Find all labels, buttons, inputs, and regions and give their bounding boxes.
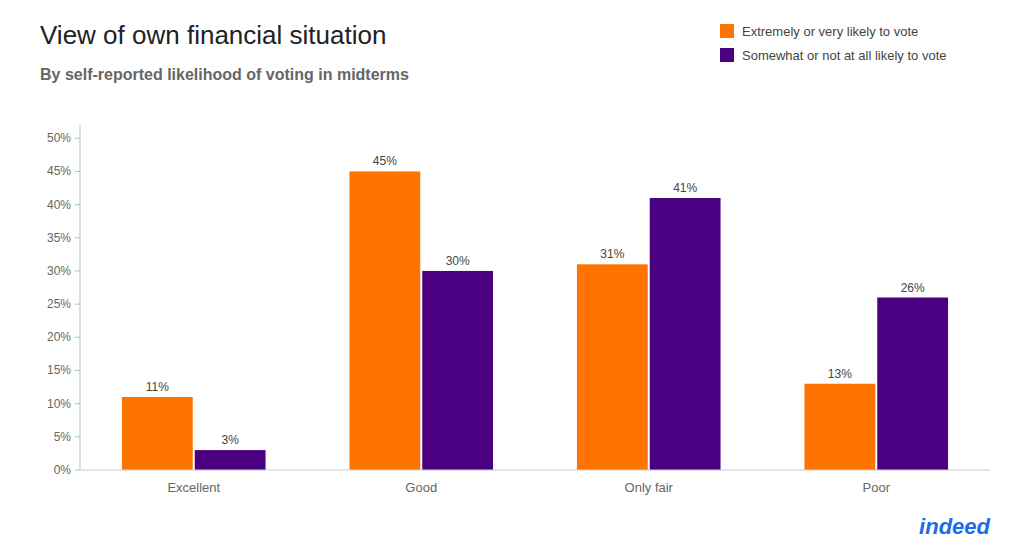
y-tick-label: 10%	[47, 397, 71, 411]
x-tick-label: Poor	[863, 480, 891, 495]
annotation: indeed	[919, 514, 990, 539]
bar	[650, 198, 721, 470]
y-tick	[75, 370, 80, 371]
y-tick	[75, 337, 80, 338]
y-tick-label: 35%	[47, 231, 71, 245]
y-tick	[75, 171, 80, 172]
bar	[804, 384, 875, 470]
y-tick-label: 15%	[47, 363, 71, 377]
y-tick-label: 45%	[47, 164, 71, 178]
legend-swatch	[720, 24, 734, 38]
legend-label: Somewhat or not at all likely to vote	[742, 48, 947, 63]
x-tick-label: Excellent	[167, 480, 220, 495]
x-tick-label: Only fair	[625, 480, 674, 495]
y-tick	[75, 403, 80, 404]
y-tick-label: 0%	[54, 463, 72, 477]
bar	[422, 271, 493, 470]
y-tick	[75, 204, 80, 205]
x-tick-label: Good	[405, 480, 437, 495]
data-label: 13%	[828, 367, 852, 381]
chart-container: View of own financial situation By self-r…	[0, 0, 1024, 552]
legend-swatch	[720, 48, 734, 62]
chart-svg: View of own financial situation By self-r…	[0, 0, 1024, 552]
legend: Extremely or very likely to vote Somewhat…	[720, 24, 947, 63]
subtitle: By self-reported likelihood of voting in…	[40, 66, 409, 83]
bar	[122, 397, 193, 470]
data-label: 26%	[901, 281, 925, 295]
y-tick	[75, 304, 80, 305]
data-label: 31%	[600, 247, 624, 261]
y-tick-label: 25%	[47, 297, 71, 311]
bar	[877, 298, 948, 471]
x-axis: Excellent Good Only fair Poor	[80, 470, 990, 495]
title: View of own financial situation	[40, 20, 386, 50]
y-tick	[75, 436, 80, 437]
y-tick-label: 30%	[47, 264, 71, 278]
bars	[122, 171, 948, 470]
data-label: 45%	[373, 154, 397, 168]
y-tick	[75, 470, 80, 471]
legend-label: Extremely or very likely to vote	[742, 24, 918, 39]
bar	[195, 450, 266, 470]
data-label: 41%	[673, 181, 697, 195]
y-tick	[75, 138, 80, 139]
data-label: 30%	[446, 254, 470, 268]
y-tick-label: 50%	[47, 131, 71, 145]
data-label: 3%	[221, 433, 239, 447]
bar	[349, 171, 420, 470]
y-axis: 0% 5% 10% 15% 20% 25% 30% 35% 40% 45% 50%	[47, 125, 80, 477]
y-tick	[75, 270, 80, 271]
y-tick	[75, 237, 80, 238]
y-axis-line	[80, 125, 81, 470]
y-tick-label: 5%	[54, 430, 72, 444]
data-label: 11%	[146, 380, 169, 394]
data-labels: 11% 45% 31% 13% 3% 30% 41% 26%	[146, 154, 925, 447]
x-axis-line	[80, 469, 990, 470]
bar	[577, 264, 648, 470]
y-tick-label: 40%	[47, 198, 71, 212]
y-tick-label: 20%	[47, 330, 71, 344]
